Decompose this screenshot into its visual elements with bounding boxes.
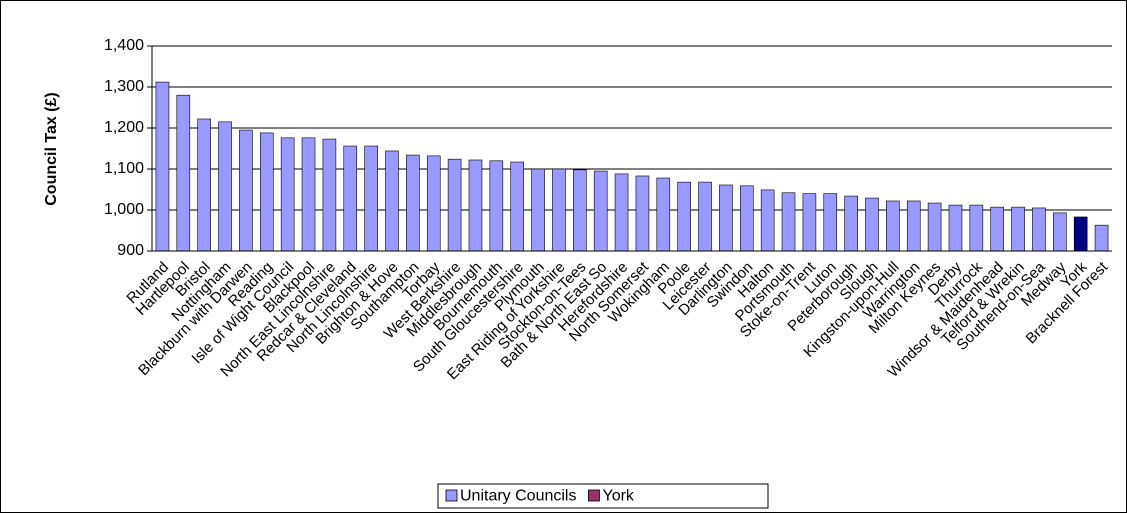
bar xyxy=(1073,216,1088,252)
y-tick-label: 1,100 xyxy=(104,160,144,177)
legend-swatch xyxy=(445,489,458,502)
bar xyxy=(406,154,420,252)
bar xyxy=(1011,206,1025,252)
y-tick-label: 1,200 xyxy=(104,119,144,136)
bar xyxy=(301,137,316,252)
bar xyxy=(322,138,337,252)
bar xyxy=(364,145,378,252)
y-tick-label: 900 xyxy=(117,242,144,259)
bar xyxy=(552,168,566,252)
legend-swatch xyxy=(588,489,600,502)
bar xyxy=(259,132,274,252)
bar xyxy=(531,168,545,252)
legend-label: York xyxy=(602,488,634,505)
bar xyxy=(1094,224,1109,252)
bar xyxy=(844,195,858,252)
bar xyxy=(239,129,253,252)
bar xyxy=(593,170,608,252)
bar xyxy=(343,145,358,252)
bar xyxy=(781,192,796,252)
bar xyxy=(698,181,712,252)
bar xyxy=(948,204,963,252)
bar xyxy=(426,155,441,252)
bar xyxy=(155,81,170,252)
bar xyxy=(218,121,232,252)
bar xyxy=(635,175,650,252)
bar xyxy=(197,118,211,252)
bar xyxy=(969,204,984,252)
bar xyxy=(280,137,295,252)
bar xyxy=(573,169,587,252)
bar xyxy=(1032,207,1046,252)
bar xyxy=(906,200,921,252)
bar xyxy=(468,159,483,252)
bar xyxy=(385,150,399,252)
legend-box xyxy=(437,483,769,509)
bar xyxy=(489,160,504,252)
y-tick-label: 1,400 xyxy=(104,37,144,54)
bar xyxy=(510,161,525,252)
legend-label: Unitary Councils xyxy=(460,488,576,505)
legend: Unitary Councils York xyxy=(437,483,769,509)
bar xyxy=(614,173,629,252)
bar xyxy=(719,184,733,252)
bar xyxy=(677,181,691,252)
bar xyxy=(1053,212,1067,252)
bar xyxy=(656,177,671,252)
y-tick-label: 1,300 xyxy=(104,78,144,95)
bar xyxy=(447,158,462,252)
bar xyxy=(865,197,879,252)
bar xyxy=(990,206,1005,252)
bar xyxy=(760,189,775,252)
bar xyxy=(927,202,942,252)
bar xyxy=(802,193,817,252)
y-tick-label: 1,000 xyxy=(104,201,144,218)
y-axis-label: Council Tax (£) xyxy=(43,92,60,206)
bar xyxy=(176,94,191,252)
bar xyxy=(739,185,754,252)
bar xyxy=(886,200,900,252)
bar xyxy=(823,193,838,252)
